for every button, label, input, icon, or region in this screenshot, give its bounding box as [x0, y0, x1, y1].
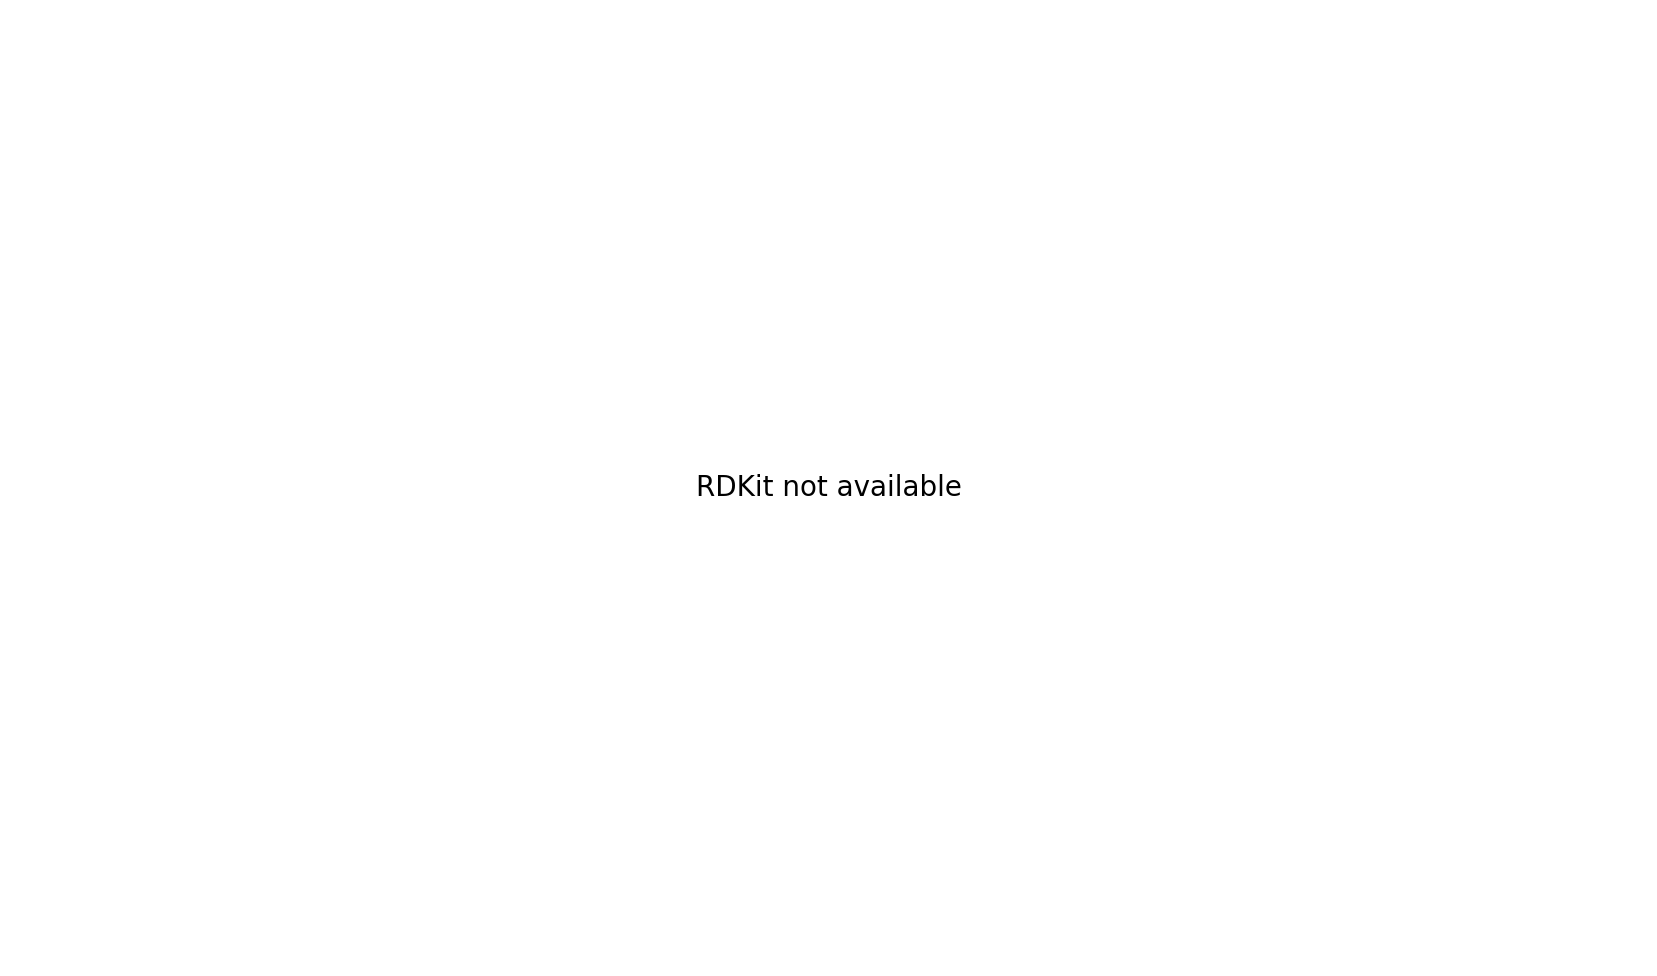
Text: RDKit not available: RDKit not available — [696, 474, 961, 502]
